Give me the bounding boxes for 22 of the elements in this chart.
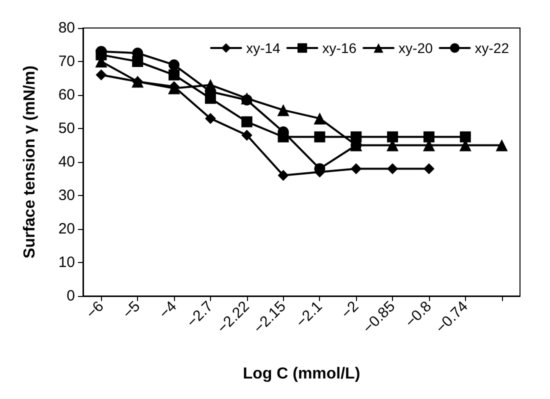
y-tick-label: 0	[66, 288, 75, 304]
y-tick-label: 40	[58, 154, 75, 170]
x-tick-label: −0.8	[402, 298, 435, 331]
x-tick-label: −2.1	[292, 298, 326, 331]
legend-label: xy-22	[474, 40, 510, 56]
x-tick-label: −2.7	[184, 298, 216, 331]
x-tick-label: −4	[156, 298, 180, 322]
y-tick-label: 30	[58, 187, 75, 204]
y-tick-label: 70	[58, 53, 75, 70]
x-tick-label: −5	[120, 298, 144, 322]
legend-label: xy-16	[322, 40, 357, 56]
y-tick-label: 20	[58, 220, 75, 238]
y-tick-label: 50	[58, 120, 75, 137]
x-tick-label: −6	[83, 298, 108, 322]
y-tick-label: 60	[58, 86, 75, 104]
legend-label: xy-20	[398, 40, 433, 56]
x-tick-label: −2	[338, 298, 362, 322]
y-axis-title: Surface tension γ (mN/m)	[22, 66, 38, 258]
y-tick-label: 10	[58, 254, 75, 271]
y-tick-label: 80	[58, 20, 75, 36]
legend-label: xy-14	[246, 40, 281, 56]
x-axis-title: Log C (mmol/L)	[242, 366, 360, 382]
